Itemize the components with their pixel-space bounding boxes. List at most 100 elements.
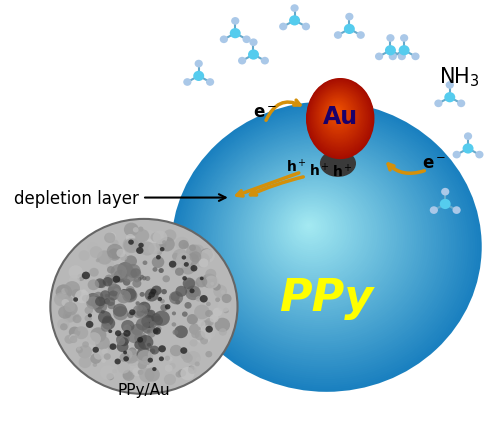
Circle shape (104, 299, 110, 305)
Circle shape (128, 240, 134, 245)
Circle shape (212, 139, 430, 342)
Circle shape (106, 373, 114, 380)
Circle shape (148, 331, 156, 338)
Circle shape (58, 306, 71, 319)
Circle shape (113, 306, 128, 321)
Circle shape (100, 291, 110, 300)
Circle shape (184, 262, 189, 267)
Circle shape (102, 316, 114, 326)
Circle shape (122, 350, 132, 360)
Circle shape (165, 365, 172, 372)
Circle shape (165, 305, 170, 310)
Circle shape (128, 361, 141, 373)
Circle shape (440, 199, 450, 210)
Ellipse shape (311, 84, 368, 152)
Circle shape (138, 370, 143, 375)
Circle shape (150, 322, 156, 328)
Circle shape (115, 331, 121, 337)
Ellipse shape (306, 79, 374, 159)
Circle shape (186, 253, 199, 266)
Circle shape (172, 249, 189, 265)
Circle shape (156, 251, 162, 256)
Circle shape (476, 151, 484, 159)
Circle shape (116, 341, 128, 352)
Circle shape (174, 105, 478, 388)
Circle shape (108, 344, 114, 350)
Circle shape (231, 18, 239, 26)
Circle shape (82, 342, 89, 348)
Circle shape (158, 345, 166, 352)
Circle shape (289, 16, 300, 26)
Circle shape (152, 367, 156, 371)
Circle shape (132, 305, 148, 319)
Ellipse shape (336, 111, 337, 112)
Circle shape (255, 178, 376, 290)
Circle shape (192, 121, 456, 367)
Circle shape (137, 350, 153, 365)
Circle shape (147, 330, 150, 333)
Circle shape (190, 289, 194, 294)
Circle shape (77, 347, 81, 351)
Circle shape (106, 261, 114, 268)
Circle shape (160, 299, 165, 304)
Circle shape (400, 35, 408, 43)
Circle shape (220, 36, 228, 44)
Ellipse shape (310, 83, 370, 154)
Circle shape (138, 336, 146, 344)
Circle shape (106, 298, 115, 306)
Text: h$^+$: h$^+$ (309, 162, 330, 179)
Circle shape (134, 277, 140, 283)
Circle shape (121, 320, 134, 333)
Circle shape (147, 343, 151, 347)
Circle shape (148, 348, 164, 362)
Circle shape (100, 366, 116, 380)
Ellipse shape (335, 110, 338, 114)
Ellipse shape (322, 95, 356, 135)
Text: h$^+$: h$^+$ (286, 158, 308, 175)
Circle shape (150, 346, 159, 355)
Circle shape (206, 302, 211, 306)
Circle shape (76, 314, 80, 317)
Circle shape (107, 244, 123, 259)
Circle shape (305, 223, 312, 230)
Circle shape (130, 269, 141, 279)
Circle shape (264, 186, 364, 280)
Circle shape (209, 136, 434, 346)
Circle shape (122, 268, 138, 282)
Circle shape (290, 5, 298, 13)
Circle shape (176, 286, 187, 297)
Circle shape (196, 277, 207, 288)
Circle shape (124, 349, 139, 364)
Circle shape (144, 368, 160, 382)
Circle shape (122, 289, 138, 303)
Circle shape (140, 241, 144, 244)
Ellipse shape (320, 151, 356, 177)
Ellipse shape (334, 108, 340, 116)
Circle shape (176, 371, 182, 378)
Circle shape (65, 292, 70, 296)
Circle shape (286, 206, 337, 253)
Ellipse shape (319, 93, 358, 139)
Circle shape (197, 125, 449, 361)
Circle shape (101, 322, 111, 332)
Circle shape (104, 275, 114, 284)
Text: NH$_3$: NH$_3$ (438, 65, 480, 89)
Circle shape (151, 314, 161, 322)
Circle shape (148, 292, 155, 298)
Circle shape (126, 234, 134, 242)
Circle shape (200, 325, 216, 340)
Circle shape (218, 144, 423, 336)
Circle shape (204, 273, 220, 288)
Circle shape (236, 161, 400, 313)
Circle shape (88, 314, 92, 318)
Circle shape (184, 280, 199, 294)
Circle shape (135, 230, 150, 243)
Circle shape (162, 276, 170, 282)
Circle shape (64, 335, 74, 344)
Circle shape (116, 249, 126, 258)
Ellipse shape (308, 81, 372, 157)
Circle shape (96, 307, 102, 314)
Circle shape (128, 348, 136, 355)
Circle shape (210, 314, 218, 323)
Ellipse shape (327, 101, 348, 127)
